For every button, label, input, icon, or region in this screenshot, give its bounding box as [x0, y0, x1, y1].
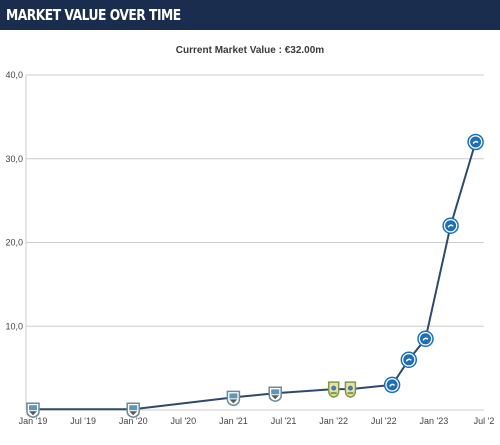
y-tick-label: 40,0 — [5, 70, 23, 80]
x-tick-label: Jul '21 — [271, 416, 297, 426]
mid-club-crest-icon[interactable] — [327, 381, 340, 398]
early-club-crest-icon[interactable] — [26, 402, 40, 418]
x-tick-label: Jul '22 — [371, 416, 397, 426]
current-club-crest-icon[interactable] — [467, 133, 484, 151]
early-club-crest-icon[interactable] — [226, 390, 241, 407]
x-tick-label: Jul '2 — [474, 416, 495, 426]
market-value-chart: 10,0 20,0 30,0 40,0 Jan '19 Jul '19 Jan '20 Jul… — [0, 60, 500, 440]
market-value-chart-svg: 10,0 20,0 30,0 40,0 Jan '19 Jul '19 Jan '20 Jul… — [5, 70, 494, 426]
current-market-value: Current Market Value : €32.00m — [0, 45, 500, 56]
y-tick-label: 30,0 — [5, 154, 23, 164]
current-club-crest-icon[interactable] — [400, 351, 418, 369]
y-tick-label: 10,0 — [5, 321, 23, 331]
axis-layer: 10,0 20,0 30,0 40,0 Jan '19 Jul '19 Jan '20 Jul… — [5, 70, 494, 426]
point-layer — [26, 133, 484, 418]
line-layer — [33, 141, 477, 411]
current-club-crest-icon[interactable] — [417, 330, 434, 348]
x-tick-label: Jan '19 — [19, 416, 48, 426]
section-title: MARKET VALUE OVER TIME — [6, 6, 181, 24]
early-club-crest-icon[interactable] — [268, 386, 282, 403]
mid-club-crest-icon[interactable] — [344, 381, 357, 398]
x-tick-label: Jan '23 — [420, 416, 449, 426]
x-tick-label: Jul '19 — [70, 416, 96, 426]
current-club-crest-icon[interactable] — [383, 376, 401, 394]
early-club-crest-icon[interactable] — [126, 402, 140, 418]
x-tick-label: Jan '21 — [219, 416, 248, 426]
x-tick-label: Jul '20 — [170, 416, 196, 426]
current-club-crest-icon[interactable] — [442, 217, 459, 234]
x-tick-label: Jan '20 — [119, 416, 148, 426]
market-value-line — [33, 141, 477, 411]
x-tick-label: Jan '22 — [319, 416, 348, 426]
current-market-value-label: Current Market Value : €32.00m — [175, 45, 325, 56]
section-header: MARKET VALUE OVER TIME — [0, 0, 500, 30]
y-tick-label: 20,0 — [5, 238, 23, 248]
